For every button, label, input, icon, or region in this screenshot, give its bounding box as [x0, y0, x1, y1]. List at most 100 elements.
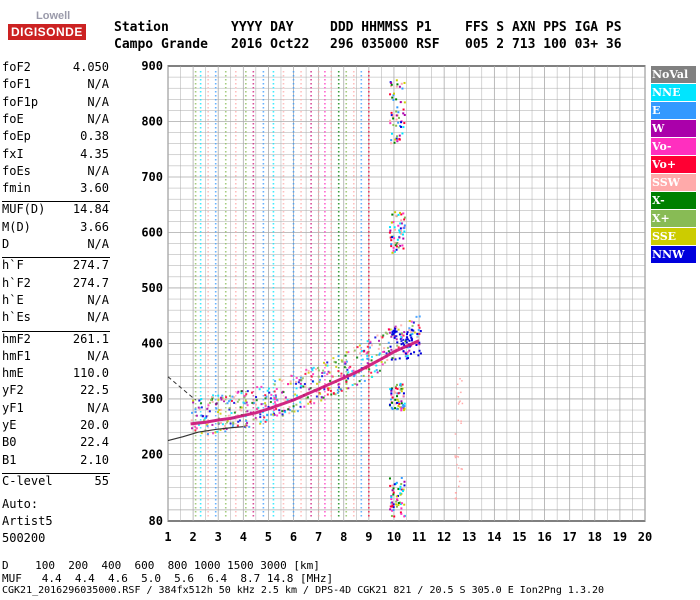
- echo-point: [319, 378, 322, 381]
- echo-point: [217, 411, 220, 414]
- echo-point: [334, 361, 337, 364]
- echo-point: [370, 371, 373, 374]
- echo-point: [395, 338, 398, 341]
- echo-point: [359, 348, 362, 351]
- echo-point: [454, 456, 457, 459]
- echo-point: [226, 402, 229, 405]
- echo-point: [402, 212, 405, 215]
- echo-point: [408, 349, 411, 352]
- echo-point: [345, 360, 348, 363]
- echo-point: [233, 411, 236, 414]
- echo-point: [404, 340, 407, 343]
- echo-point: [457, 419, 460, 422]
- legend-x: X-: [651, 192, 696, 209]
- echo-point: [356, 383, 359, 386]
- echo-point: [389, 508, 392, 511]
- param-row: yF2 22.5: [2, 383, 109, 400]
- echo-point: [400, 336, 403, 339]
- echo-point: [373, 370, 376, 373]
- echo-point: [278, 411, 281, 414]
- param-label: MUF(D): [2, 202, 46, 217]
- x-tick-label: 11: [412, 530, 426, 544]
- header-row1-col-0: Station: [114, 20, 169, 35]
- echo-point: [413, 351, 416, 354]
- echo-point: [378, 343, 381, 346]
- echo-point: [275, 407, 278, 410]
- echo-point: [398, 229, 401, 232]
- echo-point: [240, 406, 243, 409]
- echo-point: [228, 407, 231, 410]
- echo-point: [366, 351, 369, 354]
- echo-point: [220, 398, 223, 401]
- y-tick-label: 700: [141, 170, 163, 184]
- echo-point: [333, 360, 336, 363]
- header-row1-col-2: DDD HHMMSS P1: [330, 20, 432, 35]
- echo-point: [362, 374, 365, 377]
- echo-point: [405, 336, 408, 339]
- echo-point: [299, 376, 302, 379]
- echo-point: [394, 211, 397, 214]
- echo-point: [391, 251, 394, 254]
- echo-point: [352, 369, 355, 372]
- echo-point: [400, 213, 403, 216]
- echo-point: [269, 397, 272, 400]
- echo-point: [399, 388, 402, 391]
- echo-point: [245, 401, 248, 404]
- echo-point: [381, 336, 384, 339]
- echo-point: [396, 83, 399, 86]
- echo-point: [397, 111, 400, 114]
- echo-point: [400, 332, 403, 335]
- echo-point: [413, 331, 416, 334]
- echo-point: [340, 375, 343, 378]
- echo-point: [400, 407, 403, 410]
- echo-point: [457, 396, 460, 398]
- echo-point: [305, 368, 308, 371]
- echo-point: [240, 409, 243, 412]
- echo-point: [284, 396, 287, 399]
- echo-point: [391, 489, 394, 492]
- echo-point: [395, 387, 398, 390]
- echo-point: [399, 503, 402, 506]
- param-row: B0 22.4: [2, 435, 109, 452]
- echo-point: [400, 229, 403, 232]
- echo-point: [412, 321, 415, 324]
- param-label: foF2: [2, 60, 31, 74]
- echo-point: [460, 420, 462, 422]
- echo-point: [358, 380, 361, 383]
- echo-point: [296, 410, 299, 413]
- echo-point: [319, 392, 322, 395]
- echo-point: [410, 339, 413, 342]
- param-row: D N/A: [2, 237, 109, 254]
- legend-vo: Vo+: [651, 156, 696, 173]
- echo-point: [365, 352, 368, 355]
- echo-point: [394, 330, 397, 333]
- echo-point: [400, 512, 403, 515]
- echo-point: [398, 357, 401, 360]
- echo-point: [390, 392, 393, 395]
- echo-point: [391, 504, 394, 507]
- echo-point: [460, 391, 462, 394]
- echo-point: [303, 383, 306, 386]
- echo-point: [268, 387, 271, 390]
- echo-point: [301, 377, 304, 380]
- echo-point: [399, 501, 402, 504]
- echo-point: [281, 410, 284, 413]
- echo-point: [403, 405, 406, 408]
- echo-point: [397, 503, 400, 506]
- echo-point: [210, 398, 213, 401]
- echo-point: [335, 365, 338, 368]
- echo-point: [245, 419, 248, 422]
- echo-point: [302, 385, 305, 388]
- echo-point: [461, 402, 464, 405]
- profile-extrapolation: [167, 376, 196, 401]
- param-label: fxI: [2, 146, 24, 161]
- echo-point: [388, 477, 391, 480]
- echo-point: [377, 347, 380, 350]
- echo-point: [403, 402, 406, 405]
- echo-point: [288, 412, 291, 415]
- echo-point: [458, 401, 461, 404]
- echo-point: [397, 242, 400, 245]
- param-label: h`Es: [2, 310, 31, 325]
- echo-point: [245, 393, 248, 396]
- echo-point: [394, 391, 397, 394]
